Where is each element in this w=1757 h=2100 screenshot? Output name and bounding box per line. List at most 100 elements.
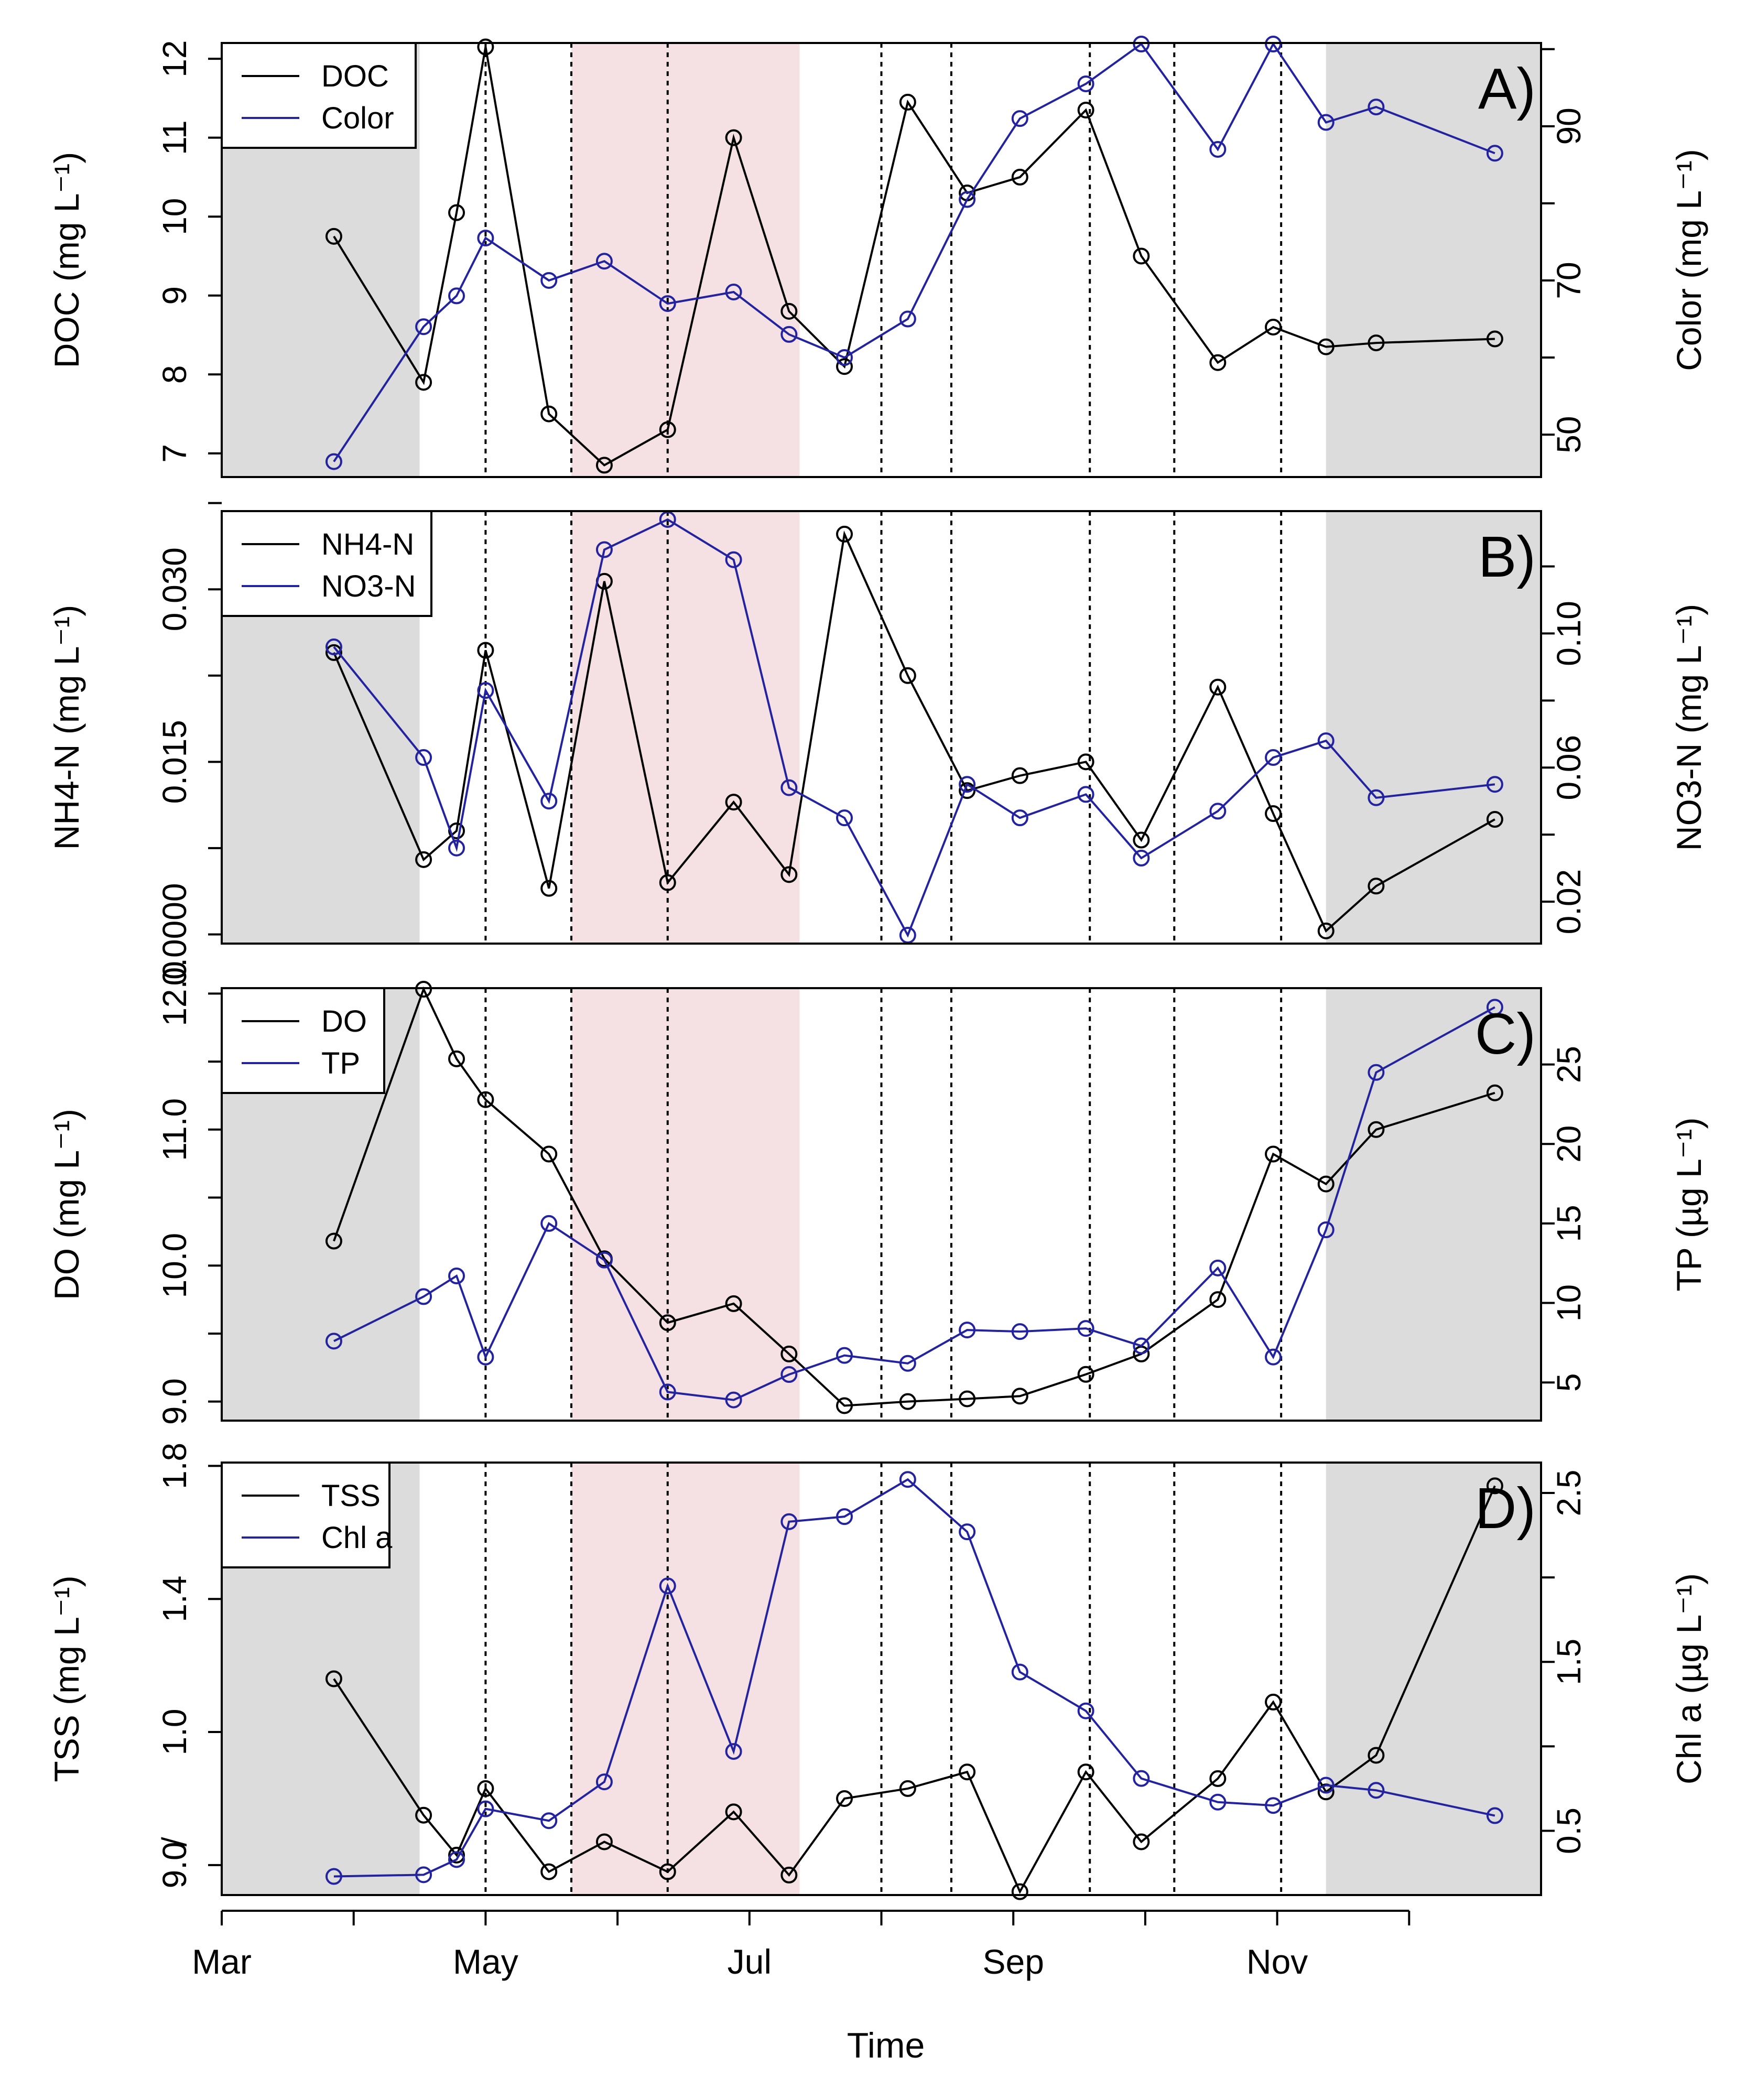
data-point <box>1486 811 1503 828</box>
data-point <box>959 1523 976 1541</box>
data-point <box>415 749 432 766</box>
data-point <box>725 551 742 568</box>
data-point <box>540 1215 558 1232</box>
right-tick-label: 5 <box>1550 1373 1588 1392</box>
data-point <box>448 839 465 857</box>
data-point <box>477 682 494 699</box>
series-line-do <box>333 986 1495 1407</box>
data-point <box>1209 803 1227 820</box>
data-point <box>477 1780 494 1797</box>
x-tick-label: May <box>453 1942 518 1981</box>
data-point <box>836 1508 853 1525</box>
data-point <box>725 1743 742 1760</box>
legend-box <box>221 42 417 149</box>
left-tick-label: 0.030 <box>156 547 193 631</box>
right-tick-label: 15 <box>1550 1205 1588 1242</box>
data-point <box>836 358 853 375</box>
panel-label: C) <box>1475 1002 1536 1066</box>
data-point <box>1486 1807 1503 1824</box>
data-point <box>959 1390 976 1408</box>
data-point <box>1011 1663 1028 1681</box>
data-point <box>1077 786 1094 803</box>
legend-label: TP <box>321 1046 360 1080</box>
data-point <box>659 874 676 891</box>
x-axis-label: Time <box>847 2026 925 2065</box>
legend-label: NH4-N <box>321 527 414 561</box>
data-point <box>595 457 613 474</box>
left-tick-label: 11 <box>156 120 193 155</box>
left-axis-title: DO (mg L⁻¹) <box>47 1109 86 1300</box>
panel-label: B) <box>1478 525 1536 589</box>
legend-box <box>221 510 432 617</box>
data-point <box>780 302 798 320</box>
series-line-chl-a <box>333 1478 1495 1878</box>
x-tick-label: Nov <box>1246 1942 1308 1981</box>
left-tick-label: 9 <box>156 286 193 305</box>
data-point <box>780 1366 798 1383</box>
left-tick-label: 8 <box>156 365 193 384</box>
data-point <box>725 1391 742 1409</box>
data-point <box>1317 114 1335 131</box>
data-point <box>1265 1348 1282 1366</box>
data-point <box>1265 1797 1282 1814</box>
data-point <box>899 1780 916 1797</box>
left-axis-title: NH4-N (mg L⁻¹) <box>47 605 86 850</box>
data-point <box>325 638 342 656</box>
data-point <box>1368 1121 1385 1138</box>
series-line-tp <box>333 1006 1495 1401</box>
data-point <box>1011 110 1028 127</box>
pink-shade-region <box>571 511 800 944</box>
data-point <box>1368 334 1385 352</box>
data-point <box>325 1670 342 1687</box>
data-point <box>836 1397 853 1414</box>
gray-shade-region <box>1326 511 1541 944</box>
x-tick-label: Jul <box>728 1942 772 1981</box>
series-line-nh4-n <box>333 530 1495 933</box>
data-point <box>659 1577 676 1595</box>
data-point <box>1133 849 1150 867</box>
right-tick-label: 0.02 <box>1550 869 1588 935</box>
data-point <box>899 1393 916 1410</box>
data-point <box>1011 1388 1028 1405</box>
data-point <box>415 1806 432 1824</box>
data-point <box>1317 922 1335 939</box>
pink-shade-region <box>571 988 800 1421</box>
right-axis-title: TP (µg L⁻¹) <box>1669 1117 1708 1291</box>
data-point <box>1209 1291 1227 1308</box>
right-tick-label: 90 <box>1550 107 1588 145</box>
data-point <box>448 287 465 305</box>
data-point <box>1265 749 1282 766</box>
left-tick-label: 1.8 <box>156 1443 193 1489</box>
series-line-doc <box>333 47 1495 467</box>
data-point <box>836 349 853 366</box>
data-point <box>477 1091 494 1108</box>
data-point <box>448 204 465 221</box>
data-point <box>1486 776 1503 793</box>
data-point <box>540 1863 558 1880</box>
left-tick-label: 7 <box>156 444 193 463</box>
right-axis-title: NO3-N (mg L⁻¹) <box>1669 604 1708 851</box>
data-point <box>415 851 432 868</box>
data-point <box>1486 145 1503 162</box>
data-point <box>1133 831 1150 849</box>
left-tick-label: 0.015 <box>156 720 193 804</box>
data-point <box>1077 1320 1094 1337</box>
data-point <box>780 1866 798 1883</box>
data-point <box>899 93 916 111</box>
data-point <box>1317 1777 1335 1794</box>
data-point <box>725 1803 742 1821</box>
data-point <box>1368 1747 1385 1764</box>
right-axis-title: Chl a (µg L⁻¹) <box>1669 1573 1708 1784</box>
data-point <box>836 1347 853 1364</box>
data-point <box>1486 1084 1503 1101</box>
panel-c: 9.0 10.0 11.0 12.0 5 10 15 20 25 DO (mg L⁻¹) TP (µ… <box>47 961 1708 1425</box>
data-point <box>325 644 342 661</box>
data-point <box>1133 1770 1150 1787</box>
data-point <box>959 1322 976 1339</box>
data-point <box>477 1348 494 1366</box>
pink-shade-region <box>571 1463 800 1895</box>
data-point <box>659 295 676 312</box>
right-tick-label: 0.06 <box>1550 735 1588 800</box>
panel-label: A) <box>1478 57 1536 121</box>
left-tick-label: 11.0 <box>156 1098 193 1161</box>
